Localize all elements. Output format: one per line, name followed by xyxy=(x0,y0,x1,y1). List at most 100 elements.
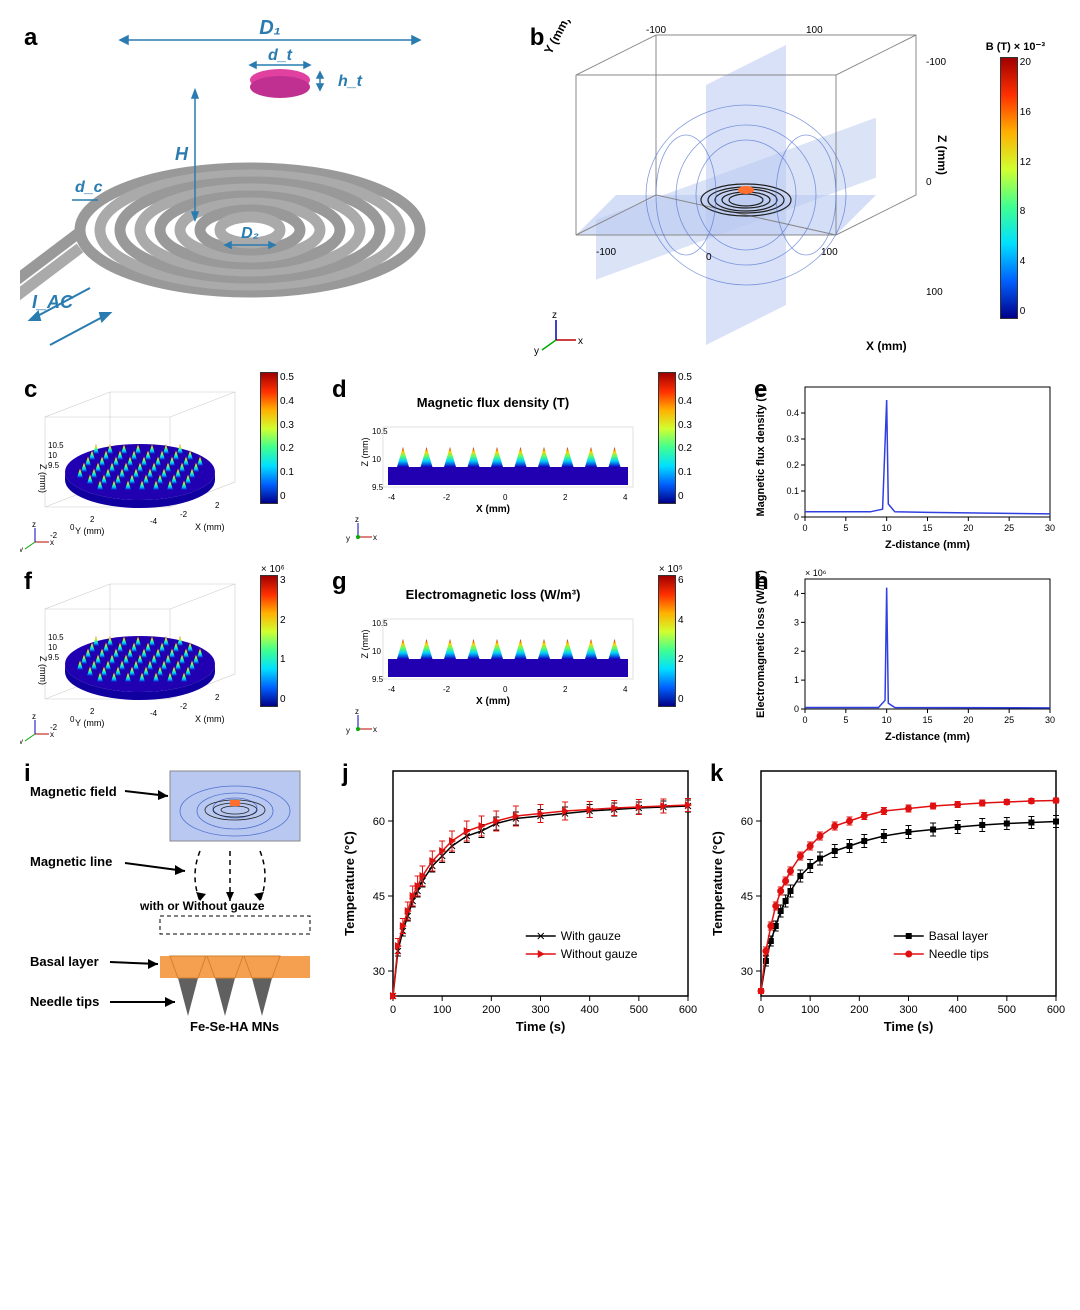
panel-label-f: f xyxy=(24,568,32,596)
svg-text:300: 300 xyxy=(531,1004,549,1016)
svg-text:z: z xyxy=(32,712,36,721)
svg-text:0: 0 xyxy=(758,1004,764,1016)
panel-label-c: c xyxy=(24,376,37,404)
svg-text:60: 60 xyxy=(741,816,753,828)
svg-text:Z-distance (mm): Z-distance (mm) xyxy=(885,539,970,551)
svg-text:400: 400 xyxy=(580,1004,598,1016)
panel-j-svg: 0100200300400500600304560Time (s)Tempera… xyxy=(338,756,698,1036)
figure-grid: a xyxy=(20,20,1060,1036)
svg-text:1: 1 xyxy=(794,675,799,685)
panel-c-svg: Z (mm) 10.5 10 9.5 Y (mm) X (mm) 20-2 -4… xyxy=(20,372,260,552)
panel-k-svg: 0100200300400500600304560Time (s)Tempera… xyxy=(706,756,1066,1036)
svg-text:30: 30 xyxy=(373,966,385,978)
cb-exp-g: × 10⁵ xyxy=(659,564,683,575)
label-basal: Basal layer xyxy=(30,954,99,969)
svg-text:z: z xyxy=(355,515,359,524)
panel-h-svg: 05101520253001234Z-distance (mm)Electrom… xyxy=(750,564,1060,744)
panel-d: d Magnetic flux density (T) Z (mm) 10.5 … xyxy=(328,372,742,552)
label-D1: D₁ xyxy=(259,20,280,39)
panel-g-svg: Electromagnetic loss (W/m³) Z (mm) 10.5 … xyxy=(328,564,658,744)
label-magfield: Magnetic field xyxy=(30,784,117,799)
svg-text:-100: -100 xyxy=(926,57,946,68)
svg-text:9.5: 9.5 xyxy=(48,461,60,470)
svg-text:500: 500 xyxy=(998,1004,1016,1016)
panel-d-svg: Magnetic flux density (T) Z (mm) 10.5 10… xyxy=(328,372,658,552)
svg-text:15: 15 xyxy=(922,715,932,725)
svg-text:Magnetic flux density (T): Magnetic flux density (T) xyxy=(417,395,569,410)
svg-text:-100: -100 xyxy=(646,25,666,36)
panel-b: b xyxy=(526,20,1060,360)
svg-text:0: 0 xyxy=(802,523,807,533)
svg-text:10.5: 10.5 xyxy=(372,427,388,436)
label-dc: d_c xyxy=(75,179,103,196)
svg-text:0.3: 0.3 xyxy=(786,434,799,444)
colorbar-d: 0.50.40.30.20.10 xyxy=(658,372,692,552)
svg-text:Z (mm): Z (mm) xyxy=(38,464,48,493)
label-mn: Fe-Se-HA MNs xyxy=(190,1019,279,1034)
svg-text:200: 200 xyxy=(850,1004,868,1016)
svg-text:Y (mm): Y (mm) xyxy=(75,718,104,728)
svg-text:10: 10 xyxy=(372,455,381,464)
svg-text:X (mm): X (mm) xyxy=(476,696,510,707)
panel-label-k: k xyxy=(710,760,723,788)
colorbar-c: 0.50.40.30.20.10 xyxy=(260,372,294,552)
svg-text:0: 0 xyxy=(794,512,799,522)
svg-text:X (mm): X (mm) xyxy=(195,522,225,532)
panel-label-a: a xyxy=(24,24,37,52)
svg-text:Z (mm): Z (mm) xyxy=(38,656,48,685)
svg-text:4: 4 xyxy=(623,685,628,694)
svg-text:0: 0 xyxy=(706,252,712,263)
label-H: H xyxy=(175,144,189,164)
panel-i: i Magnetic field Magnetic line xyxy=(20,756,330,1036)
svg-text:4: 4 xyxy=(623,493,628,502)
svg-text:9.5: 9.5 xyxy=(372,483,384,492)
svg-text:-4: -4 xyxy=(150,517,158,526)
panel-h: h 05101520253001234Z-distance (mm)Electr… xyxy=(750,564,1060,744)
svg-text:100: 100 xyxy=(821,247,838,258)
svg-text:x: x xyxy=(50,538,54,547)
cb-exp-f: × 10⁶ xyxy=(261,564,285,575)
colorbar-title: B (T) × 10⁻³ xyxy=(986,40,1045,53)
svg-text:100: 100 xyxy=(433,1004,451,1016)
svg-text:2: 2 xyxy=(90,707,95,716)
svg-text:45: 45 xyxy=(741,891,753,903)
label-magline: Magnetic line xyxy=(30,854,112,869)
svg-text:Without gauze: Without gauze xyxy=(561,947,638,961)
panel-label-e: e xyxy=(754,376,767,404)
svg-text:100: 100 xyxy=(806,25,823,36)
svg-text:45: 45 xyxy=(373,891,385,903)
axis-z: Z (mm) xyxy=(935,135,949,175)
svg-text:x: x xyxy=(373,725,377,734)
svg-text:2: 2 xyxy=(563,493,568,502)
svg-text:X (mm): X (mm) xyxy=(195,714,225,724)
panel-label-g: g xyxy=(332,568,347,596)
panel-b-svg: X (mm) Y (mm) Z (mm) -100 0 100 -100 0 1… xyxy=(526,20,986,360)
panel-label-h: h xyxy=(754,568,769,596)
svg-text:x: x xyxy=(578,336,583,347)
svg-text:20: 20 xyxy=(963,523,973,533)
colorbar-b: B (T) × 10⁻³ 201612840 xyxy=(986,40,1045,360)
panel-a: a xyxy=(20,20,506,360)
panel-label-j: j xyxy=(342,760,349,788)
panel-e: e 05101520253000.10.20.30.4Z-distance (m… xyxy=(750,372,1060,552)
svg-text:20: 20 xyxy=(963,715,973,725)
panel-k: k 0100200300400500600304560Time (s)Tempe… xyxy=(706,756,1066,1036)
svg-text:0.1: 0.1 xyxy=(786,486,799,496)
svg-text:600: 600 xyxy=(679,1004,697,1016)
svg-text:60: 60 xyxy=(373,816,385,828)
svg-text:z: z xyxy=(552,310,557,321)
svg-text:X (mm): X (mm) xyxy=(476,504,510,515)
svg-text:10: 10 xyxy=(882,523,892,533)
svg-text:0.2: 0.2 xyxy=(786,460,799,470)
svg-text:-2: -2 xyxy=(443,685,451,694)
svg-text:Temperature (°C): Temperature (°C) xyxy=(710,831,725,936)
panel-g: g Electromagnetic loss (W/m³) Z (mm) 10.… xyxy=(328,564,742,744)
svg-text:10: 10 xyxy=(882,715,892,725)
svg-text:Time (s): Time (s) xyxy=(516,1019,566,1034)
svg-text:0: 0 xyxy=(503,493,508,502)
svg-text:200: 200 xyxy=(482,1004,500,1016)
svg-text:-4: -4 xyxy=(388,685,396,694)
label-Iac: I_AC xyxy=(32,292,74,312)
svg-text:0: 0 xyxy=(70,523,75,532)
svg-text:y: y xyxy=(346,726,350,735)
